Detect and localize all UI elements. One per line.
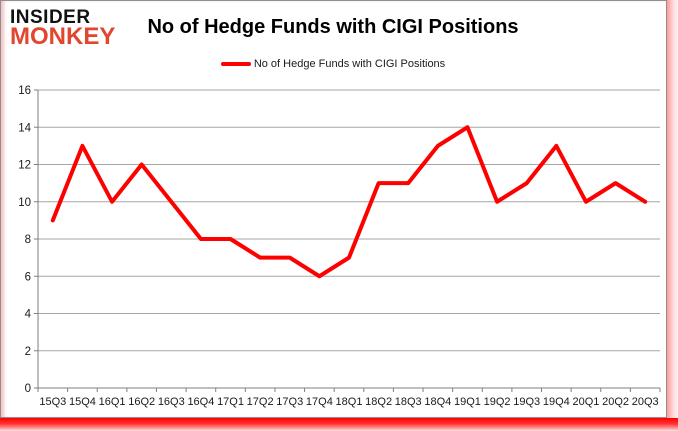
x-tick-label: 18Q1 xyxy=(336,396,363,408)
chart-legend: No of Hedge Funds with CIGI Positions xyxy=(0,58,666,70)
x-tick-label: 15Q3 xyxy=(39,396,66,408)
x-tick-label: 20Q1 xyxy=(572,396,599,408)
x-tick-label: 18Q2 xyxy=(365,396,392,408)
chart-title: No of Hedge Funds with CIGI Positions xyxy=(147,16,519,38)
x-tick-label: 17Q2 xyxy=(247,396,274,408)
x-tick-label: 17Q3 xyxy=(276,396,303,408)
y-tick-label: 14 xyxy=(18,122,31,134)
x-tick-label: 18Q3 xyxy=(395,396,422,408)
logo-text-monkey: MONKEY xyxy=(10,23,116,51)
x-tick-label: 16Q3 xyxy=(158,396,185,408)
x-tick-label: 19Q2 xyxy=(484,396,511,408)
x-tick-label: 19Q3 xyxy=(513,396,540,408)
y-tick-label: 12 xyxy=(18,160,31,172)
logo-text-insider: INSIDER xyxy=(10,7,91,28)
y-tick-label: 10 xyxy=(18,197,31,209)
x-tick-label: 16Q2 xyxy=(128,396,155,408)
x-tick-label: 19Q4 xyxy=(543,396,570,408)
series-line xyxy=(50,125,648,279)
x-tick-label: 16Q1 xyxy=(99,396,126,408)
y-tick-label: 16 xyxy=(18,85,31,97)
x-tick-label: 16Q4 xyxy=(187,396,214,408)
legend-series-label: No of Hedge Funds with CIGI Positions xyxy=(253,58,446,70)
insider-monkey-logo: INSIDER MONKEY xyxy=(10,7,116,51)
y-tick-label: 0 xyxy=(25,383,31,395)
x-tick-label: 17Q1 xyxy=(217,396,244,408)
x-tick-label: 20Q2 xyxy=(602,396,629,408)
y-tick-label: 8 xyxy=(25,234,31,246)
y-tick-label: 6 xyxy=(25,271,31,283)
y-tick-label: 2 xyxy=(25,346,31,358)
y-tick-label: 4 xyxy=(25,309,32,321)
x-tick-label: 15Q4 xyxy=(69,396,96,408)
x-tick-label: 19Q1 xyxy=(454,396,481,408)
x-tick-label: 17Q4 xyxy=(306,396,333,408)
legend-line-swatch xyxy=(220,62,251,66)
x-tick-label: 18Q4 xyxy=(424,396,451,408)
x-tick-label: 20Q3 xyxy=(632,396,659,408)
